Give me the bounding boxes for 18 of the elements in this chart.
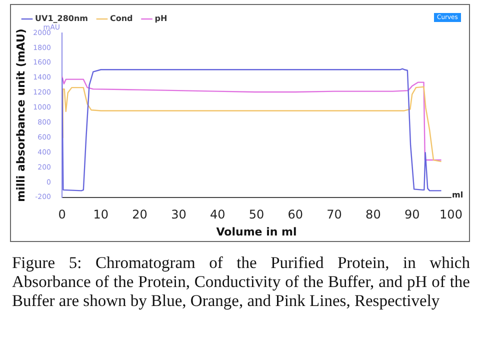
x-tick-label: 30 [171, 208, 186, 222]
x-tick-label: 20 [132, 208, 148, 222]
legend-label: Cond [110, 14, 134, 24]
x-tick-label: 40 [210, 208, 226, 222]
x-tick-label: 100 [440, 208, 462, 222]
x-tick-label: 80 [366, 208, 381, 222]
y-axis-title: milli absorbance unit (mAU) [14, 28, 28, 202]
x-tick-label: 0 [58, 208, 66, 222]
x-tick-label: 60 [288, 208, 304, 222]
x-tick-label: 70 [326, 208, 342, 222]
legend-label: pH [154, 14, 168, 24]
legend-label: UV1_280nm [35, 14, 88, 24]
x-tick-label: 10 [93, 208, 109, 222]
x-axis-title: Volume in ml [216, 225, 297, 238]
x-tick-label: 50 [248, 208, 264, 222]
caption: Figure 5: Chromatogram of the Purified Protein, in which Absorbance of the Protein, Conductivity of the Buffer, and pH of the Buffer are shown by Blue, Orange, and Pink Lines, Respectively [12, 253, 470, 310]
text: ml [452, 190, 464, 200]
x-tick-label: 90 [404, 208, 420, 222]
